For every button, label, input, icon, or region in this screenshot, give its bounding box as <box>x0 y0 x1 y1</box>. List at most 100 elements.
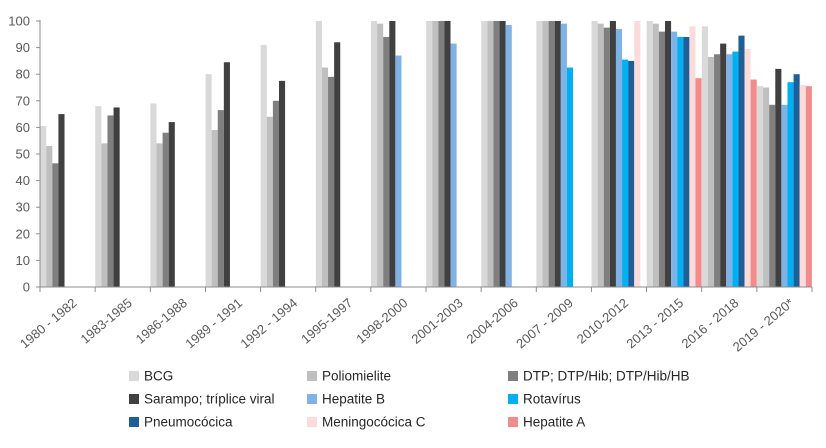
bar <box>272 100 279 287</box>
bar <box>162 132 169 287</box>
legend-item: Sarampo; tríplice viral <box>129 392 275 407</box>
bar <box>720 43 727 287</box>
legend-item: Hepatite B <box>307 392 385 407</box>
y-tick-label: 10 <box>16 253 30 268</box>
bar <box>150 103 157 288</box>
bar <box>609 21 616 287</box>
y-tick-label: 20 <box>16 226 30 241</box>
bar <box>732 51 739 288</box>
y-tick-label: 90 <box>16 40 30 55</box>
x-tick-label: 2010-2012 <box>574 295 631 346</box>
x-tick-label: 1980 - 1982 <box>17 295 80 351</box>
legend-swatch <box>307 394 317 404</box>
bar <box>101 143 108 287</box>
legend-swatch <box>129 417 139 427</box>
legend-label: Sarampo; tríplice viral <box>144 392 275 407</box>
legend-swatch <box>508 394 518 404</box>
y-tick-label: 80 <box>16 67 30 82</box>
bar <box>370 21 378 287</box>
y-tick-label: 50 <box>16 147 30 162</box>
legend-label: Rotavírus <box>523 392 581 407</box>
bar <box>542 21 549 287</box>
bar <box>793 74 800 287</box>
bar <box>107 115 114 288</box>
bar <box>156 143 163 287</box>
bar <box>95 106 102 288</box>
legend-item: BCG <box>129 369 173 384</box>
bar <box>714 54 721 287</box>
x-tick-label: 1995-1997 <box>298 295 355 346</box>
bar <box>536 21 543 287</box>
bar <box>389 21 396 287</box>
bar <box>775 68 782 287</box>
x-tick-label: 2013 - 2015 <box>623 295 686 351</box>
bar <box>591 21 598 287</box>
legend-item: Poliomielite <box>307 369 391 384</box>
legend-swatch <box>307 371 317 381</box>
bar <box>781 104 788 287</box>
bar <box>260 44 267 287</box>
x-tick-label: 1986-1988 <box>133 295 190 346</box>
bar <box>487 21 494 287</box>
bar <box>652 23 659 287</box>
bar <box>432 21 439 287</box>
x-tick-label: 2004-2006 <box>464 295 521 346</box>
axes-layer <box>36 20 813 292</box>
bar <box>481 21 488 287</box>
bar <box>634 21 641 287</box>
bar <box>223 62 230 288</box>
legend-label: Meningocócica C <box>322 415 426 430</box>
bar <box>799 84 806 287</box>
bar <box>395 55 402 287</box>
bar <box>40 126 47 287</box>
bar <box>597 23 604 287</box>
bar <box>377 23 384 287</box>
bar <box>683 36 690 288</box>
legend-label: Poliomielite <box>322 369 391 384</box>
bar <box>450 43 457 287</box>
bar <box>787 82 794 288</box>
bar <box>315 21 322 287</box>
bar <box>622 59 629 287</box>
bar <box>628 60 635 288</box>
bars-layer <box>40 21 812 288</box>
bar <box>58 114 65 287</box>
x-tick-label: 2007 - 2009 <box>513 295 576 351</box>
x-tick-label: 1992 - 1994 <box>237 295 300 351</box>
y-tick-label: 30 <box>16 200 30 215</box>
bar <box>701 26 708 287</box>
legend-label: BCG <box>144 369 173 384</box>
bar <box>615 28 623 287</box>
bar <box>756 86 764 287</box>
bar <box>707 56 715 287</box>
legend-item: Rotavírus <box>508 392 581 407</box>
y-tick-label: 100 <box>8 14 30 29</box>
bar <box>560 23 567 287</box>
legend-swatch <box>508 371 518 381</box>
bar <box>646 21 653 287</box>
bar <box>52 163 59 287</box>
legend-label: Hepatite A <box>523 415 585 430</box>
y-tick-label: 40 <box>16 173 30 188</box>
bar <box>444 21 451 287</box>
bar <box>671 31 678 287</box>
legend-item: Pneumocócica <box>129 415 233 430</box>
x-tick-label: 2019 - 2020* <box>730 295 797 354</box>
bar <box>321 67 329 287</box>
bar <box>548 21 555 287</box>
bar <box>266 116 273 287</box>
bar <box>658 31 665 287</box>
x-tick-label: 1989 - 1991 <box>182 295 245 351</box>
bar <box>499 21 506 287</box>
legend: BCG Poliomielite DTP; DTP/Hib; DTP/Hib/HB S… <box>129 369 690 430</box>
x-tick-label: 1983-1985 <box>78 295 135 346</box>
bar <box>205 74 212 287</box>
bar <box>726 54 733 287</box>
bar <box>113 107 120 287</box>
legend-label: Hepatite B <box>322 392 385 407</box>
y-axis: 0 10 20 30 40 50 60 70 80 90 100 <box>8 14 30 295</box>
legend-label: Pneumocócica <box>144 415 233 430</box>
y-tick-label: 0 <box>23 280 30 295</box>
bar <box>805 86 812 287</box>
